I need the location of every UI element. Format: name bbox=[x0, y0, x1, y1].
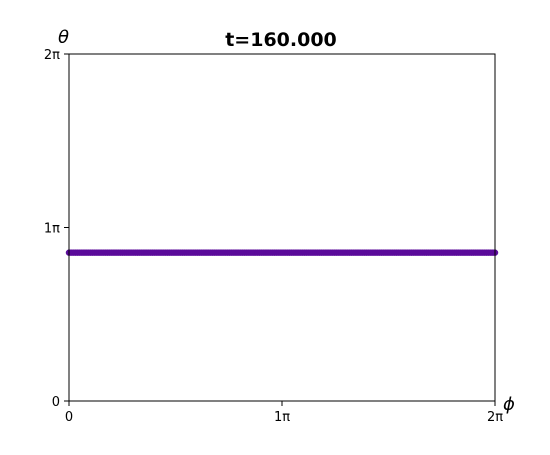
x-tick-label: 1π bbox=[274, 410, 290, 425]
x-tick-label: 0 bbox=[65, 410, 73, 425]
y-axis-ticks: 0 1π 2π bbox=[44, 48, 69, 410]
data-points bbox=[65, 249, 499, 256]
chart-title: t=160.000 bbox=[225, 29, 337, 51]
y-tick-label: 2π bbox=[44, 48, 60, 63]
x-axis-label: ϕ bbox=[503, 394, 515, 415]
y-tick-label: 1π bbox=[44, 222, 60, 237]
x-tick-label: 2π bbox=[487, 410, 503, 425]
y-tick-label: 0 bbox=[52, 395, 60, 410]
x-axis-ticks: 0 1π 2π bbox=[65, 401, 503, 425]
y-axis-label: θ bbox=[58, 27, 69, 48]
